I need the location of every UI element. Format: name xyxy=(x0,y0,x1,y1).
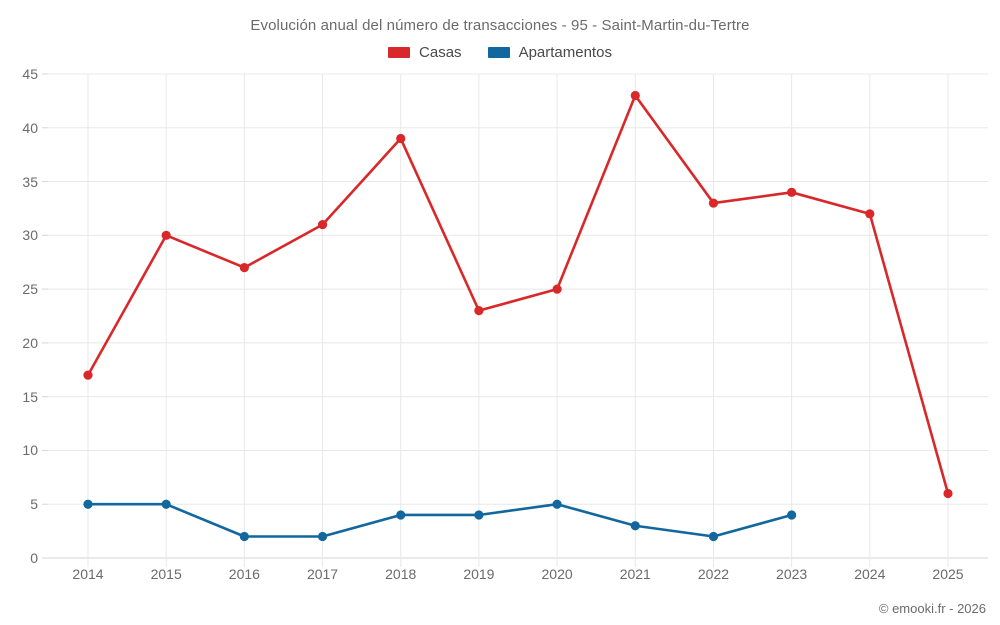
chart-title: Evolución anual del número de transaccio… xyxy=(250,17,750,34)
series-line-apartamentos xyxy=(86,502,793,538)
y-axis-label: 15 xyxy=(22,388,38,405)
copyright-credit: © emooki.fr - 2026 xyxy=(878,601,986,616)
x-axis-label: 2020 xyxy=(541,566,573,582)
x-axis-label: 2018 xyxy=(385,566,417,582)
y-axis-label: 35 xyxy=(22,173,38,190)
legend-label-casas: Casas xyxy=(419,44,462,61)
y-axis-label: 20 xyxy=(22,334,38,351)
x-axis-label: 2019 xyxy=(463,566,495,582)
data-point-marker[interactable] xyxy=(630,90,640,101)
y-axis-label: 25 xyxy=(22,281,38,298)
x-axis-label: 2015 xyxy=(150,566,182,582)
data-point-marker[interactable] xyxy=(708,531,719,542)
chart-legend: Casas Apartamentos xyxy=(0,44,1000,61)
data-point-marker[interactable] xyxy=(161,230,171,240)
y-axis-label: 30 xyxy=(22,227,38,244)
y-axis-label: 0 xyxy=(30,550,38,566)
data-point-marker[interactable] xyxy=(396,510,406,520)
data-point-marker[interactable] xyxy=(239,531,249,542)
x-axis-label: 2021 xyxy=(619,566,651,582)
data-point-marker[interactable] xyxy=(161,499,171,509)
x-axis-ticks xyxy=(87,74,949,567)
data-point-marker[interactable] xyxy=(396,133,406,144)
data-point-marker[interactable] xyxy=(552,499,562,509)
x-axis-label: 2024 xyxy=(854,566,886,582)
x-axis-label: 2023 xyxy=(776,566,808,582)
data-point-marker[interactable] xyxy=(787,510,797,520)
legend-label-apartamentos: Apartamentos xyxy=(518,44,612,61)
legend-swatch-icon-apartamentos xyxy=(487,47,510,58)
data-point-marker[interactable] xyxy=(83,370,93,380)
data-point-marker[interactable] xyxy=(83,499,93,509)
gridlines xyxy=(42,73,988,559)
y-axis-label: 45 xyxy=(22,66,38,82)
y-axis-label: 5 xyxy=(30,496,38,513)
data-point-marker[interactable] xyxy=(474,306,484,316)
x-axis-label: 2022 xyxy=(697,566,730,582)
data-series-layer xyxy=(83,90,953,542)
data-point-marker[interactable] xyxy=(317,219,328,230)
x-axis-label: 2025 xyxy=(932,566,964,582)
legend-item-casas[interactable]: Casas xyxy=(388,44,462,61)
series-line-casas xyxy=(86,94,950,495)
x-axis-label: 2017 xyxy=(306,566,339,582)
data-point-marker[interactable] xyxy=(239,263,249,273)
data-point-marker[interactable] xyxy=(630,521,640,531)
data-point-marker[interactable] xyxy=(552,284,562,294)
data-point-marker[interactable] xyxy=(708,198,719,208)
legend-item-apartamentos[interactable]: Apartamentos xyxy=(487,44,612,61)
y-axis-label: 10 xyxy=(22,442,38,459)
data-point-marker[interactable] xyxy=(474,510,484,520)
data-point-marker[interactable] xyxy=(865,209,875,219)
legend-swatch-icon-casas xyxy=(388,47,411,58)
y-axis-label: 40 xyxy=(22,119,38,136)
data-point-marker[interactable] xyxy=(317,531,328,542)
data-point-marker[interactable] xyxy=(787,187,797,197)
data-point-marker[interactable] xyxy=(943,488,953,499)
x-axis-label: 2016 xyxy=(228,566,260,582)
x-axis-label: 2014 xyxy=(72,566,104,582)
